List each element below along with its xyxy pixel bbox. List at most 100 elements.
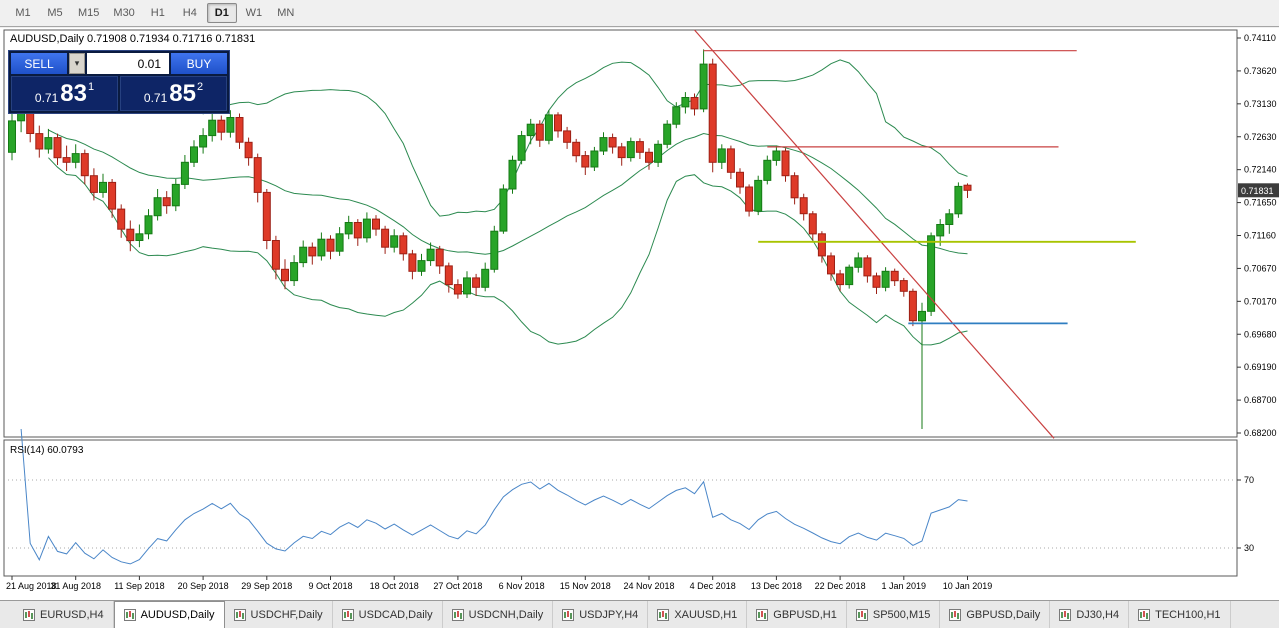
chart-title-ohlc: AUDUSD,Daily 0.71908 0.71934 0.71716 0.7… [10,33,256,45]
volume-dropdown-button[interactable]: ▾ [69,53,85,74]
timeframe-button[interactable]: M5 [47,7,63,19]
chart-tab[interactable]: GBPUSD,Daily [940,601,1051,628]
svg-text:0.69190: 0.69190 [1244,362,1277,372]
chart-tab[interactable]: SP500,M15 [847,601,941,628]
chart-icon [1059,608,1072,621]
chart-tab-label: AUDUSD,Daily [140,609,215,621]
timeframe-button[interactable]: D1 [206,3,237,23]
svg-text:0.68200: 0.68200 [1244,428,1277,438]
chart-icon [562,608,575,621]
buy-button[interactable]: BUY [171,53,227,74]
current-price-badge: 0.71831 [1238,183,1279,198]
chart-area: AUDUSD,Daily 0.71908 0.71934 0.71716 0.7… [0,28,1279,600]
buy-price-pips: 85 [169,79,196,107]
chart-icon [855,608,868,621]
chart-tab-label: SP500,M15 [872,608,931,621]
chart-tab-label: USDJPY,H4 [579,608,639,621]
chart-tab[interactable]: GBPUSD,H1 [747,601,847,628]
svg-text:21 Aug 2018: 21 Aug 2018 [6,581,57,591]
bollinger-middle [48,129,968,255]
sell-price-point: 1 [87,81,95,93]
chart-tabs-bar: EURUSD,H4 AUDUSD,Daily USDCHF,Daily [0,600,1279,628]
svg-text:0.69680: 0.69680 [1244,329,1277,339]
chart-tab-label: USDCAD,Daily [358,608,433,621]
svg-text:4 Dec 2018: 4 Dec 2018 [690,581,736,591]
buy-price-display[interactable]: 0.71 85 2 [120,76,227,111]
svg-text:0.70170: 0.70170 [1244,296,1277,306]
svg-text:29 Sep 2018: 29 Sep 2018 [241,581,292,591]
timeframe-button[interactable]: M30 [113,7,135,19]
svg-text:0.74110: 0.74110 [1244,33,1276,43]
svg-text:0.71831: 0.71831 [1241,186,1274,196]
chart-tab[interactable]: AUDUSD,Daily [113,601,225,628]
chart-tab[interactable]: USDJPY,H4 [553,601,649,628]
svg-text:27 Oct 2018: 27 Oct 2018 [433,581,482,591]
svg-text:0.73620: 0.73620 [1244,66,1277,76]
chart-icon [657,608,670,621]
chart-tab[interactable]: USDCAD,Daily [333,601,443,628]
svg-text:20 Sep 2018: 20 Sep 2018 [178,581,229,591]
svg-text:31 Aug 2018: 31 Aug 2018 [50,581,101,591]
chart-icon [23,608,35,621]
rsi-label: RSI(14) 60.0793 [10,445,84,456]
svg-text:30: 30 [1244,543,1254,553]
chart-tab[interactable]: DJ30,H4 [1050,601,1130,628]
svg-text:0.71160: 0.71160 [1244,231,1276,241]
chart-tab-label: EURUSD,H4 [40,608,104,621]
svg-text:70: 70 [1244,475,1254,485]
price-axis: 0.74110 0.73620 0.73130 0.72630 0.72140 0.716… [1237,33,1277,438]
svg-text:22 Dec 2018: 22 Dec 2018 [815,581,866,591]
chart-tab[interactable]: USDCHF,Daily [225,601,333,628]
svg-text:15 Nov 2018: 15 Nov 2018 [560,581,611,591]
chart-tab-label: GBPUSD,H1 [773,608,837,621]
chevron-down-icon: ▾ [74,58,80,68]
svg-text:9 Oct 2018: 9 Oct 2018 [308,581,352,591]
svg-text:11 Sep 2018: 11 Sep 2018 [114,581,164,591]
candles-layer [8,49,972,429]
chart-tab[interactable]: USDCNH,Daily [443,601,554,628]
timeframe-toolbar: M1 M5 M15 M30 H1 H4 D1 W1 MN [0,0,1279,27]
timeframe-button[interactable]: H4 [182,7,197,19]
chart-tab-label: USDCNH,Daily [468,608,544,621]
timeframe-button[interactable]: MN [277,7,295,19]
svg-text:0.71650: 0.71650 [1244,198,1277,208]
chart-tab-label: GBPUSD,Daily [966,608,1041,621]
svg-text:13 Dec 2018: 13 Dec 2018 [751,581,802,591]
svg-text:10 Jan 2019: 10 Jan 2019 [943,581,993,591]
rsi-indicator: 70 30 RSI(14) 60.0793 [4,428,1254,565]
one-click-trade-panel: SELL ▾ 0.01 BUY 0.71 83 1 0.71 85 2 [8,50,230,114]
svg-text:0.72140: 0.72140 [1244,165,1277,175]
chart-tab[interactable]: TECH100,H1 [1129,601,1231,628]
buy-price-point: 2 [196,81,204,93]
buy-price-main: 0.71 [143,91,168,105]
svg-text:6 Nov 2018: 6 Nov 2018 [499,581,545,591]
svg-text:0.68700: 0.68700 [1244,395,1277,405]
chart-tab-label: DJ30,H4 [1076,608,1120,621]
sell-price-pips: 83 [60,79,87,107]
chart-canvas[interactable]: 0.741100.736200.731300.726300.721400.716… [0,28,1279,600]
horizontal-lines [703,50,1136,325]
timeframe-button[interactable]: M1 [15,7,31,19]
chart-tab[interactable]: XAUUSD,H1 [648,601,748,628]
svg-text:1 Jan 2019: 1 Jan 2019 [882,581,927,591]
chart-tab-label: USDCHF,Daily [250,608,323,621]
sell-button[interactable]: SELL [11,53,67,74]
chart-icon [756,608,769,621]
volume-input[interactable]: 0.01 [87,53,169,74]
chart-tab[interactable]: EURUSD,H4 [14,601,114,628]
chart-tab-label: TECH100,H1 [1155,608,1221,621]
rsi-panel [3,439,1238,577]
sell-price-display[interactable]: 0.71 83 1 [11,76,118,111]
descending-trendline[interactable] [694,29,1055,439]
svg-text:18 Oct 2018: 18 Oct 2018 [370,581,419,591]
timeframe-button[interactable]: M15 [78,7,100,19]
svg-text:0.73130: 0.73130 [1244,99,1277,109]
timeframe-button[interactable]: H1 [150,7,165,19]
chart-icon [451,608,464,621]
svg-text:24 Nov 2018: 24 Nov 2018 [623,581,674,591]
sell-price-main: 0.71 [34,91,59,105]
rsi-line [20,428,968,565]
timeframe-button[interactable]: W1 [245,7,263,19]
